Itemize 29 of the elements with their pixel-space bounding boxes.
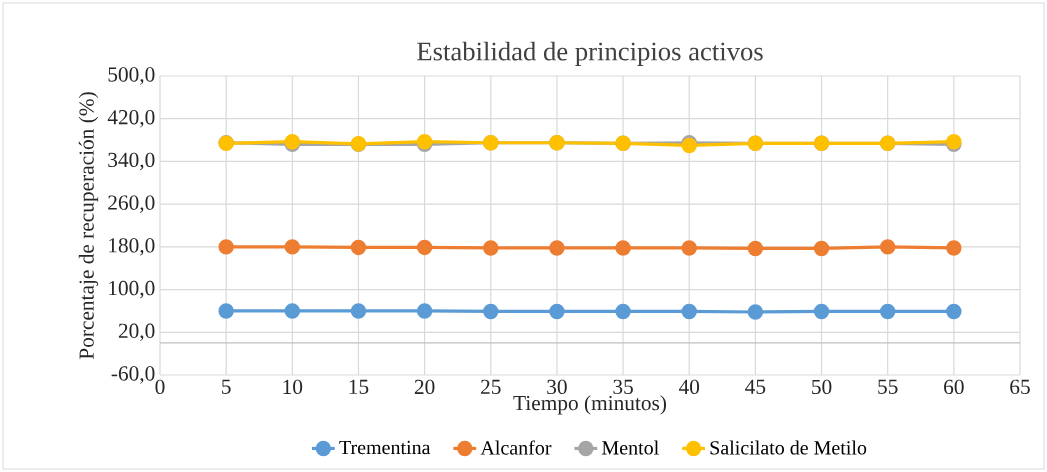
x-tick-label: 45 xyxy=(745,379,766,394)
x-tick-label: 20 xyxy=(414,379,435,395)
y-tick-label: 260,0 xyxy=(108,195,155,213)
x-tick-label: 65 xyxy=(1010,379,1030,395)
x-tick-label: 0 xyxy=(155,379,165,395)
x-tick-label: 15 xyxy=(349,379,369,394)
x-tick-label: 60 xyxy=(944,379,964,395)
y-tick-label: 340,0 xyxy=(108,152,155,171)
x-tick-label: 50 xyxy=(812,379,832,395)
y-tick-label: 500,0 xyxy=(108,67,155,85)
y-tick-label: -60,0 xyxy=(111,366,155,384)
x-tick-label: 25 xyxy=(481,379,501,395)
y-tick-label: 20,0 xyxy=(118,323,155,342)
legend-label: Trementina xyxy=(339,440,431,455)
y-tick-label: 100,0 xyxy=(109,280,155,299)
y-axis-title: Porcentaje de recuperación (%) xyxy=(78,92,99,360)
chart-title: Estabilidad de principios activos xyxy=(417,41,763,66)
legend-label: Salicilato de Metilo xyxy=(710,440,867,455)
x-tick-label: 40 xyxy=(678,379,700,395)
y-tick-label: 420,0 xyxy=(107,110,155,128)
legend-label: Mentol xyxy=(602,440,659,455)
y-tick-label: 180,0 xyxy=(109,238,155,256)
x-axis-title: Tiempo (minutos) xyxy=(513,395,667,415)
x-tick-label: 30 xyxy=(547,379,567,395)
x-tick-label: 5 xyxy=(222,379,231,394)
x-tick-label: 10 xyxy=(283,379,303,395)
x-tick-label: 55 xyxy=(878,379,898,394)
legend-label: Alcanfor xyxy=(480,440,552,455)
x-tick-label: 35 xyxy=(613,379,633,395)
